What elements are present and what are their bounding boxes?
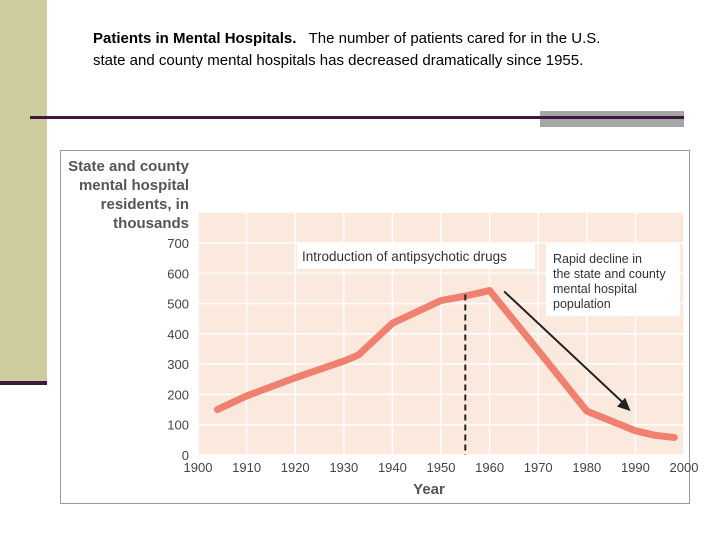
y-axis-title-line: mental hospital [79, 177, 189, 194]
annotation-rapid-decline-line: the state and county [553, 267, 666, 281]
left-accent-underline [0, 381, 47, 385]
y-axis-title-line: State and county [68, 158, 190, 175]
y-tick-label: 0 [182, 448, 189, 463]
y-axis-title-line: thousands [113, 215, 189, 232]
y-tick-label: 100 [167, 418, 189, 433]
divider-gray-block [540, 111, 684, 127]
x-axis-title: Year [413, 481, 445, 498]
y-axis-title: State and county mental hospital residents… [68, 158, 190, 232]
decline-arrow-head [616, 397, 631, 412]
x-tick-label: 1960 [475, 460, 504, 475]
y-tick-label: 500 [167, 297, 189, 312]
x-tick-label: 1990 [621, 460, 650, 475]
divider-rule-right [540, 116, 684, 119]
x-tick-label: 1970 [524, 460, 553, 475]
left-accent-bar [0, 0, 47, 382]
caption-line2: state and county mental hospitals has de… [93, 52, 584, 69]
annotation-box-drugs [297, 243, 535, 269]
caption: Patients in Mental Hospitals. The number… [93, 28, 703, 72]
x-tick-label: 1940 [378, 460, 407, 475]
series-line-residents [213, 287, 678, 441]
x-tick-label: 1930 [329, 460, 358, 475]
caption-text: The number of patients cared for in the … [308, 30, 601, 47]
y-tick-label: 400 [167, 327, 189, 342]
x-tick-label: 1920 [281, 460, 310, 475]
divider-rule [30, 116, 540, 119]
annotation-rapid-decline-line: mental hospital [553, 282, 637, 296]
y-tick-label: 600 [167, 266, 189, 281]
x-tick-label: 1910 [232, 460, 261, 475]
y-tick-label: 700 [167, 236, 189, 251]
x-tick-label: 1900 [184, 460, 213, 475]
y-axis-title-line: residents, in [101, 196, 189, 213]
x-tick-label: 2000 [670, 460, 699, 475]
annotation-rapid-decline-line: Rapid decline in [553, 252, 642, 266]
annotation-box-decline [546, 244, 680, 316]
caption-bold: Patients in Mental Hospitals. [93, 30, 297, 47]
y-tick-label: 300 [167, 357, 189, 372]
x-tick-label: 1980 [572, 460, 601, 475]
decline-arrow-shaft [503, 290, 626, 405]
x-tick-label: 1950 [427, 460, 456, 475]
y-tick-label: 200 [167, 387, 189, 402]
annotation-rapid-decline-line: population [553, 297, 611, 311]
annotation-antipsychotic-drugs: Introduction of antipsychotic drugs [302, 249, 507, 264]
